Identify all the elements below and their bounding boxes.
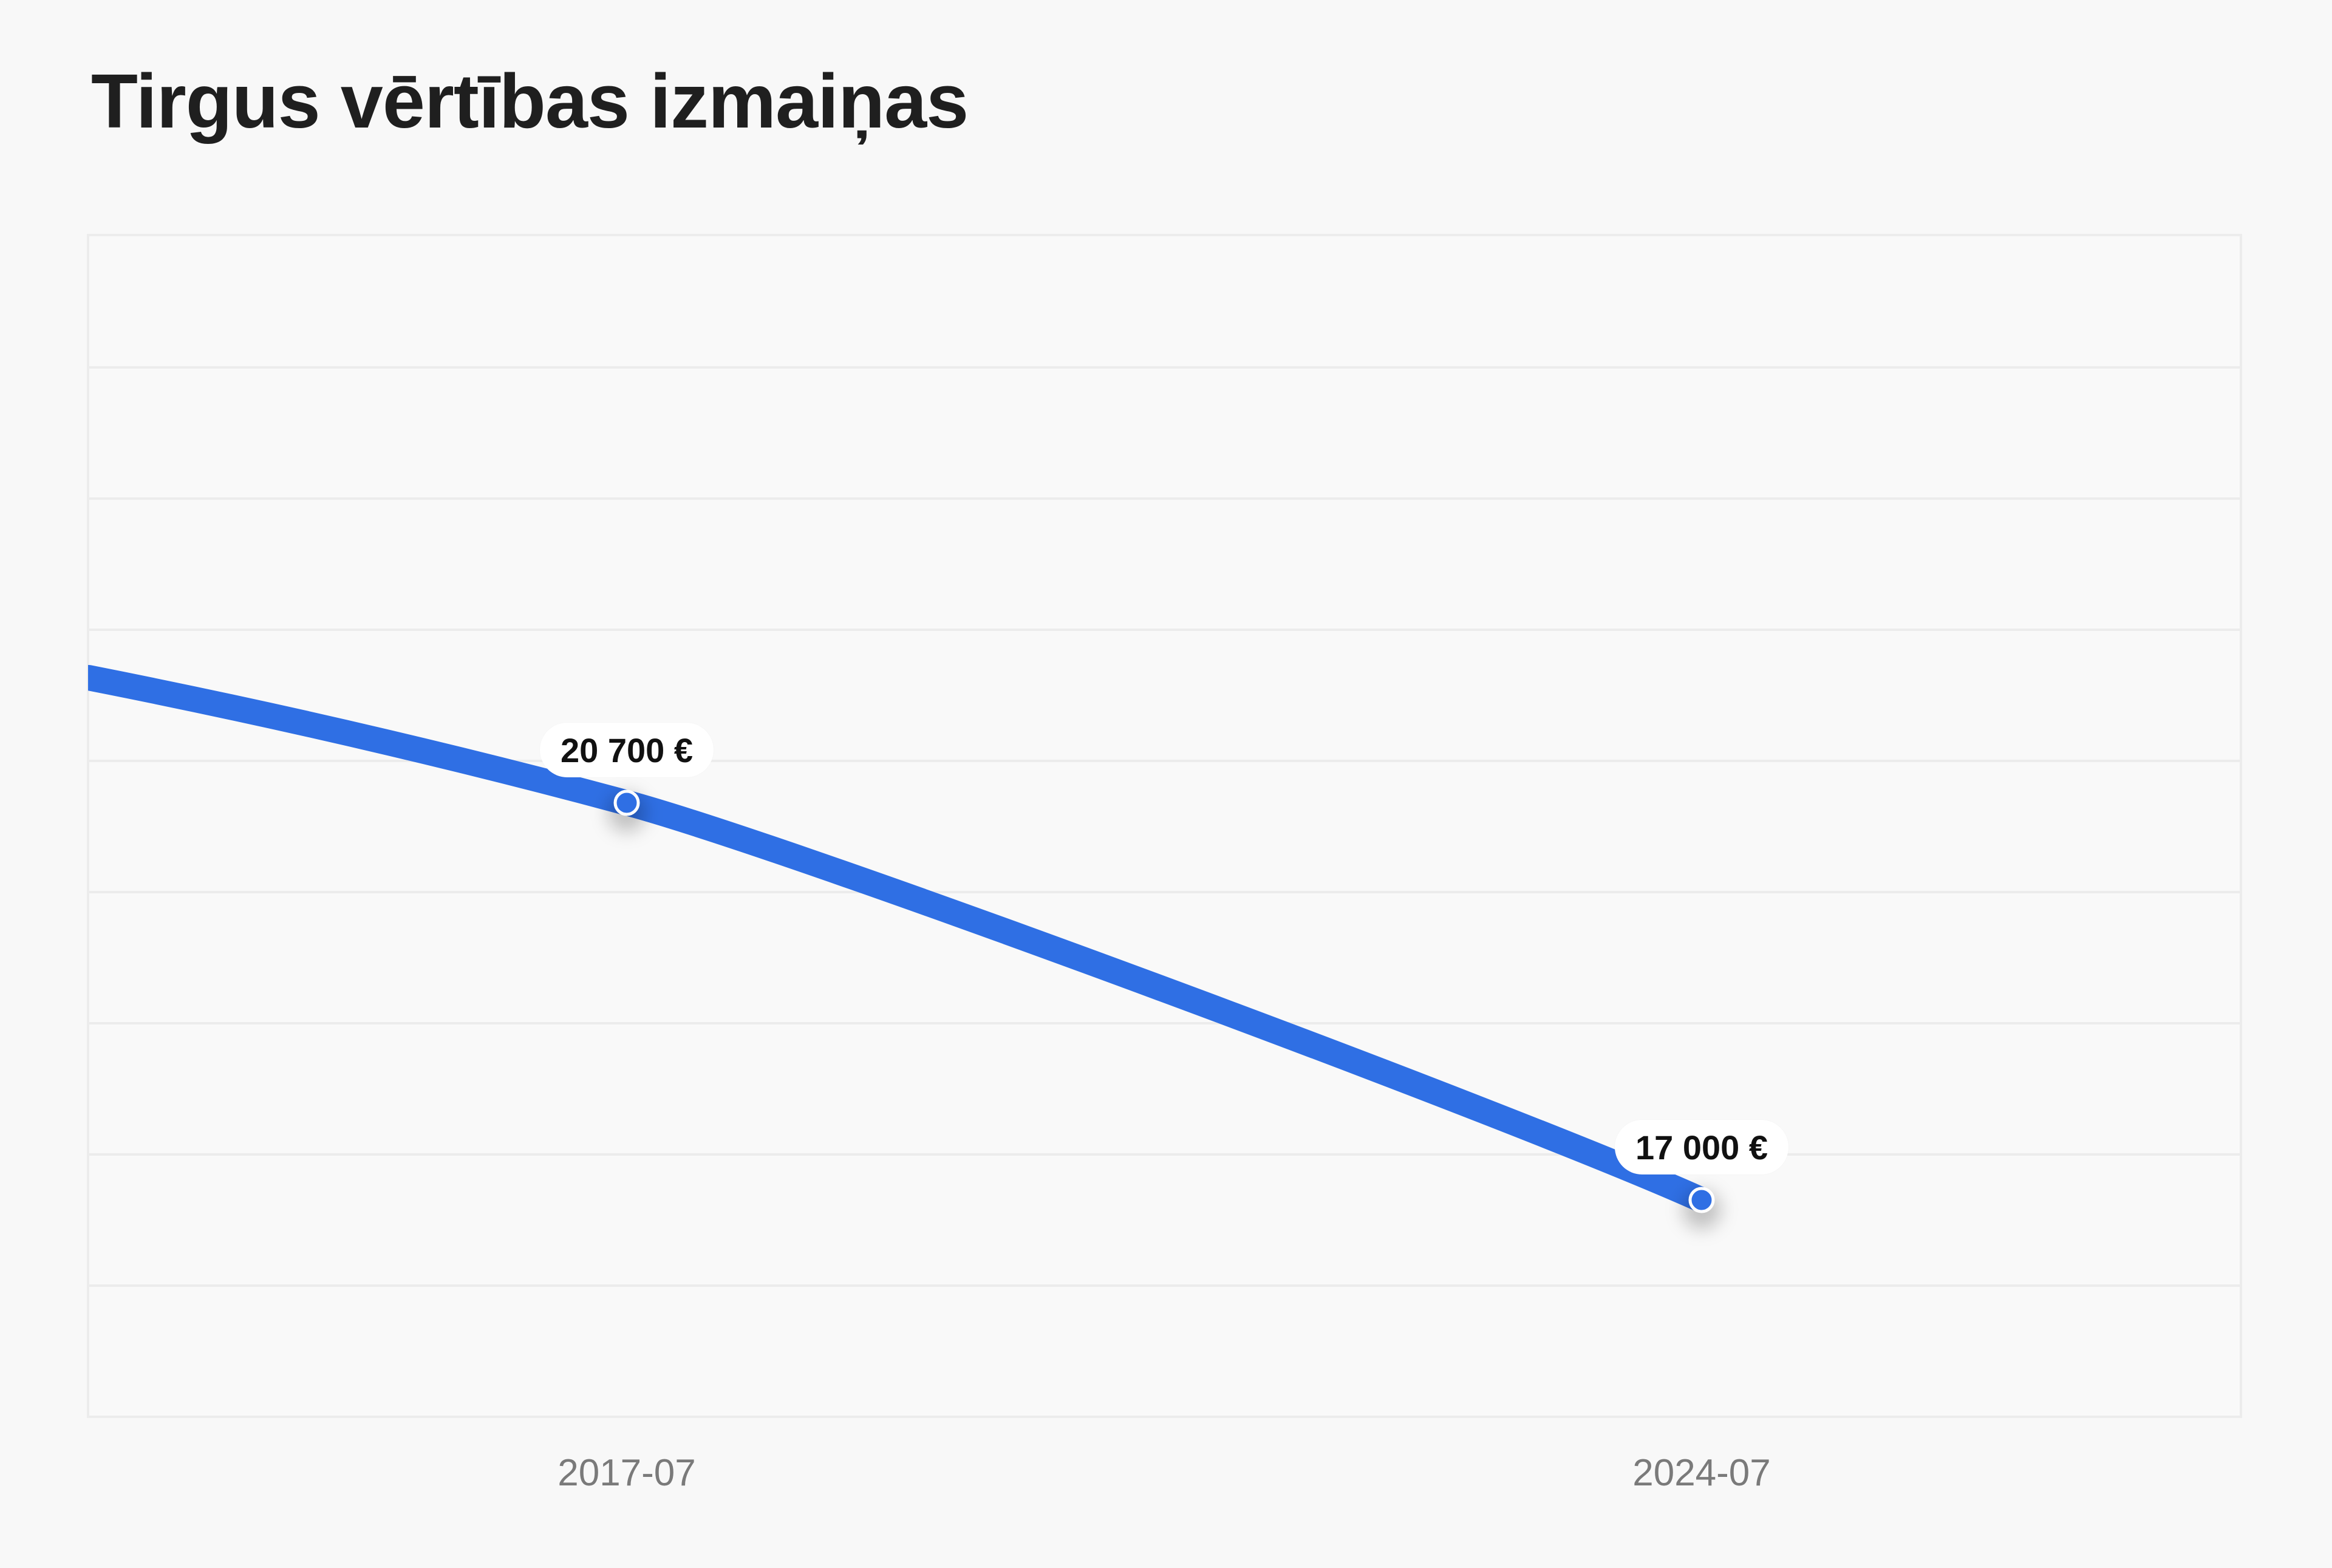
data-label-2017-07: 20 700 € [540, 723, 714, 777]
data-label-2024-07: 17 000 € [1615, 1120, 1788, 1174]
data-point-marker[interactable] [1688, 1187, 1715, 1213]
data-point-marker[interactable] [613, 789, 640, 816]
x-axis-tick-label: 2017-07 [557, 1452, 696, 1494]
series-line [88, 665, 1714, 1213]
page-title: Tirgus vērtības izmaiņas [91, 58, 969, 144]
x-axis-tick-label: 2024-07 [1632, 1452, 1771, 1494]
plot-area [87, 234, 2242, 1418]
